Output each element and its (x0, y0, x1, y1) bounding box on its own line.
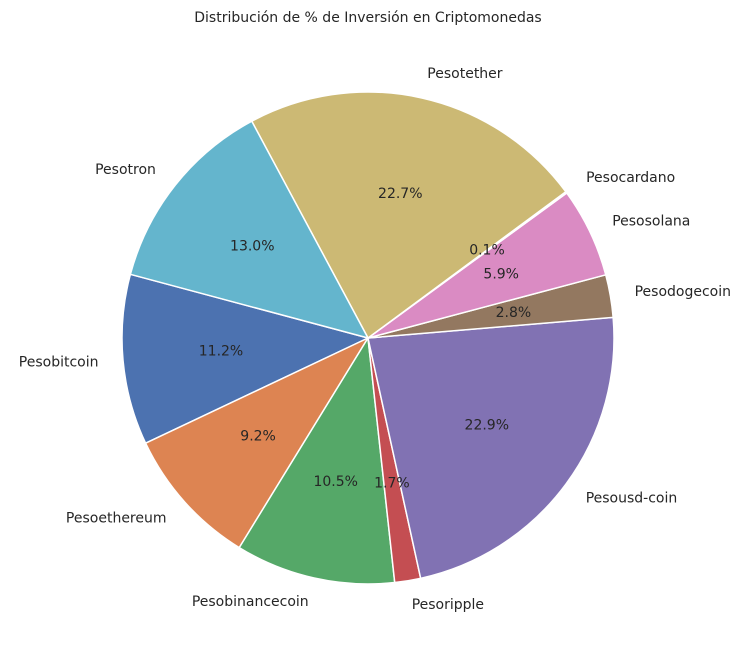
slice-pesousd-coin (367, 316, 615, 580)
slice-pesobinancecoin (238, 337, 396, 585)
pct-label-pesocardano: 0.1% (469, 243, 505, 259)
category-label-pesosolana: Pesosolana (612, 214, 690, 230)
pct-label-pesobinancecoin: 10.5% (313, 474, 357, 490)
category-labels: Pesobitcoin Pesoethereum Pesobinancecoin Pe… (19, 66, 731, 613)
pct-label-pesotether: 22.7% (378, 186, 422, 202)
category-label-pesobitcoin: Pesobitcoin (19, 354, 99, 370)
slice-pesoethereum (144, 337, 369, 549)
slice-pesotether (251, 91, 567, 339)
category-label-pesoethereum: Pesoethereum (66, 511, 167, 527)
pie-slices (121, 91, 615, 585)
category-label-pesousd-coin: Pesousd-coin (586, 491, 678, 507)
pct-label-pesodogecoin: 2.8% (496, 305, 532, 321)
pct-label-pesosolana: 5.9% (483, 267, 519, 283)
pct-label-pesousd-coin: 22.9% (465, 418, 509, 434)
category-label-pesotron: Pesotron (95, 162, 156, 178)
slice-pesobitcoin (121, 273, 369, 444)
percentage-labels: 11.2% 9.2% 10.5% 1.7% 22.9% 2.8% 5.9% 0.1% 22.7%… (199, 186, 531, 492)
pct-label-pesoethereum: 9.2% (240, 429, 276, 445)
category-label-pesoripple: Pesoripple (412, 597, 484, 613)
category-label-pesodogecoin: Pesodogecoin (635, 284, 731, 300)
pct-label-pesobitcoin: 11.2% (199, 343, 243, 359)
category-label-pesocardano: Pesocardano (586, 170, 675, 186)
category-label-pesotether: Pesotether (427, 66, 502, 82)
chart-title: Distribución de % de Inversión en Cripto… (194, 10, 541, 26)
pct-label-pesotron: 13.0% (230, 238, 274, 254)
pct-label-pesoripple: 1.7% (374, 476, 410, 492)
category-label-pesobinancecoin: Pesobinancecoin (192, 594, 309, 610)
slice-pesotron (129, 120, 369, 339)
